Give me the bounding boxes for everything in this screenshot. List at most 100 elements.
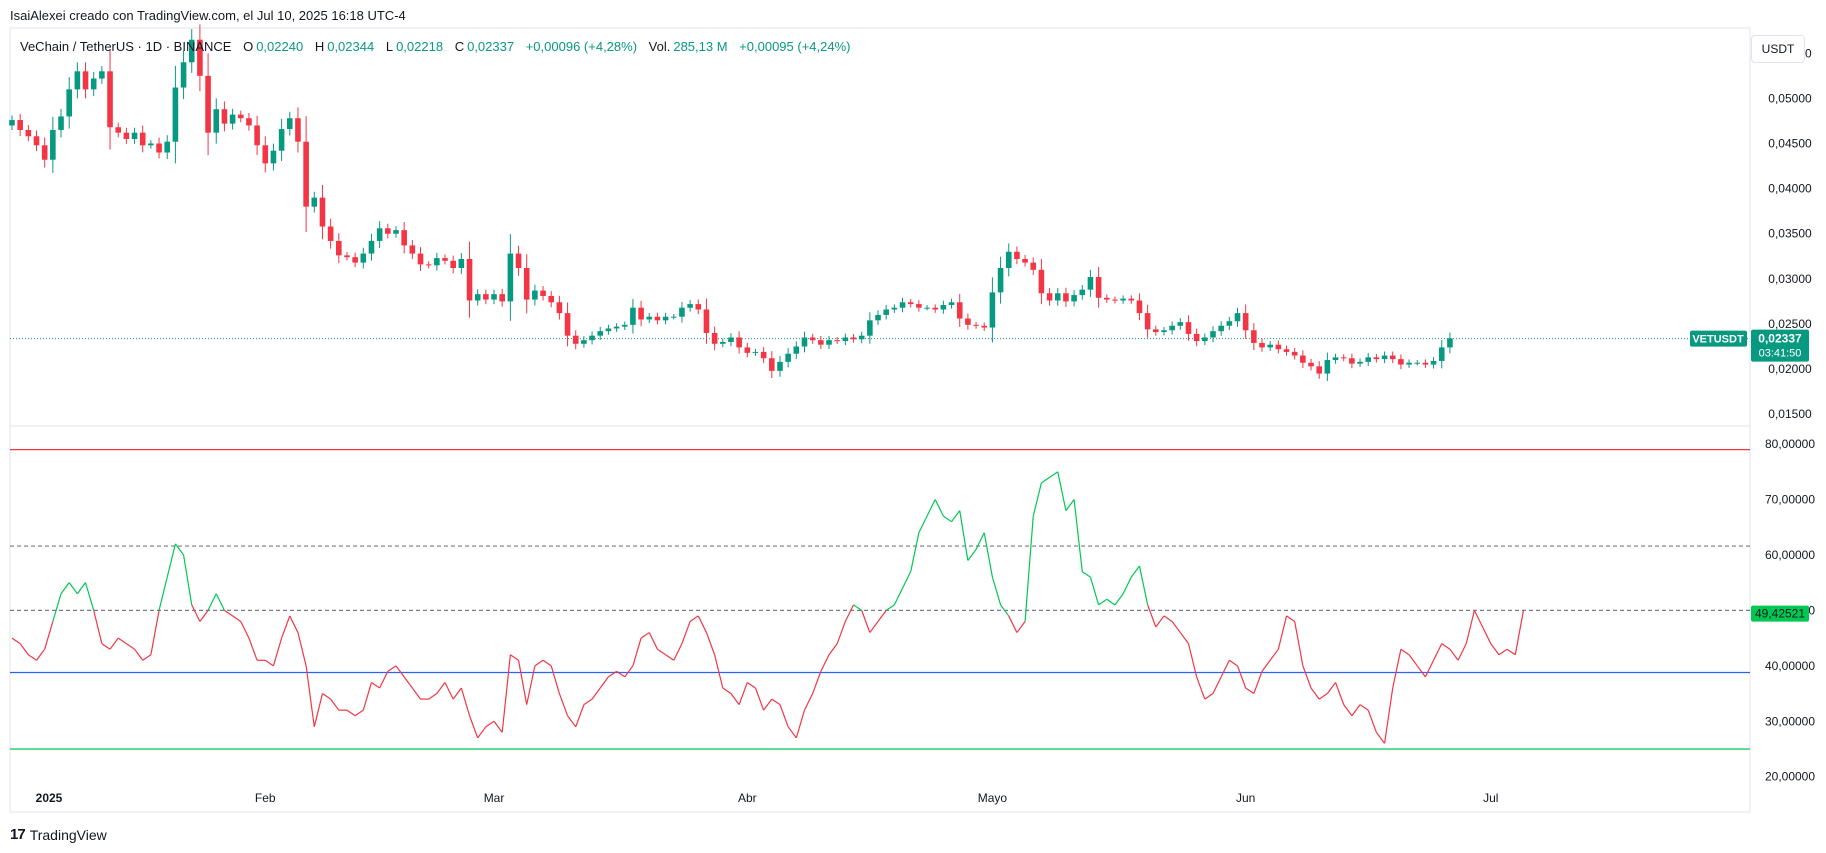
candle-body xyxy=(409,245,416,254)
rsi-segment xyxy=(1498,648,1508,656)
rsi-segment xyxy=(207,593,217,611)
rsi-tick-label: 30,00000 xyxy=(1765,714,1815,728)
candle-body xyxy=(254,125,260,146)
candle-body xyxy=(638,307,644,320)
rsi-segment xyxy=(1286,615,1296,622)
candle-body xyxy=(270,150,277,164)
rsi-segment xyxy=(803,693,814,711)
rsi-segment xyxy=(517,660,528,705)
rsi-segment xyxy=(1130,565,1140,578)
rsi-segment xyxy=(477,726,487,739)
tradingview-brand[interactable]: 17 TradingView xyxy=(10,826,107,843)
candle-body xyxy=(1430,360,1437,365)
rsi-segment xyxy=(534,659,544,667)
rsi-segment xyxy=(1261,659,1271,672)
candle-body xyxy=(711,332,718,344)
time-tick-label: Jul xyxy=(1483,791,1498,805)
rsi-segment xyxy=(1016,621,1026,633)
rsi-segment xyxy=(918,515,928,534)
candle-body xyxy=(1046,293,1053,301)
symbol-title[interactable]: VeChain / TetherUS · 1D · BINANCE xyxy=(20,39,232,54)
rsi-segment xyxy=(967,549,977,561)
chart-frame xyxy=(9,27,1751,813)
candle-body xyxy=(956,302,963,319)
rsi-segment xyxy=(583,698,593,706)
rsi-segment xyxy=(1277,615,1288,650)
candle-body xyxy=(99,71,105,79)
symbol-badge xyxy=(1690,330,1747,347)
rsi-segment xyxy=(1204,693,1214,700)
time-tick-label: 2025 xyxy=(36,791,63,805)
symbol-badge-label: VETUSDT xyxy=(1692,334,1744,346)
candle-body xyxy=(401,230,407,246)
tradingview-logo-icon: 17 xyxy=(10,826,26,843)
rsi-segment xyxy=(1032,482,1043,517)
candle-body xyxy=(458,258,465,269)
rsi-segment xyxy=(1383,687,1394,744)
rsi-segment xyxy=(354,709,364,717)
candle-body xyxy=(728,337,734,342)
rsi-segment xyxy=(689,615,699,622)
candle-body xyxy=(50,129,56,160)
rsi-segment xyxy=(1114,593,1124,606)
rsi-segment xyxy=(550,665,560,694)
rsi-segment xyxy=(599,676,609,689)
candle-body xyxy=(1014,251,1020,259)
candle-body xyxy=(867,320,873,336)
candle-body xyxy=(491,294,497,300)
candle-body xyxy=(613,326,620,329)
candle-body xyxy=(924,307,930,309)
candle-body xyxy=(246,118,252,126)
candle-body xyxy=(188,39,195,63)
rsi-segment xyxy=(648,632,658,650)
rsi-segment xyxy=(1482,626,1492,644)
candle-body xyxy=(1218,325,1224,332)
candle-body xyxy=(1087,277,1094,290)
rsi-segment xyxy=(1008,615,1018,633)
rsi-segment xyxy=(1065,499,1075,511)
currency-button[interactable]: USDT xyxy=(1751,35,1805,63)
rsi-segment xyxy=(1187,643,1198,678)
rsi-pane xyxy=(10,449,1750,750)
candle-body xyxy=(131,132,138,139)
candle-body xyxy=(1308,362,1314,367)
rsi-segment xyxy=(1236,665,1247,689)
price-tick-label: 0,04000 xyxy=(1768,182,1812,196)
candle-body xyxy=(630,307,636,325)
price-tick-label: 0,02000 xyxy=(1768,362,1812,376)
rsi-segment xyxy=(861,610,871,633)
rsi-segment xyxy=(1424,660,1435,678)
candle-body xyxy=(1193,333,1200,342)
candle-body xyxy=(393,230,399,234)
candle-body xyxy=(466,258,473,301)
price-tick-label: 0,02500 xyxy=(1768,317,1812,331)
rsi-segment xyxy=(1147,604,1157,628)
rsi-segment xyxy=(101,643,111,650)
candle-body xyxy=(1185,322,1192,334)
candle-body xyxy=(695,304,702,310)
candle-body xyxy=(646,316,653,320)
rsi-segment xyxy=(828,643,838,656)
candle-body xyxy=(229,114,236,124)
rsi-segment xyxy=(44,621,54,650)
candle-body xyxy=(385,228,391,234)
rsi-segment xyxy=(166,543,176,578)
rsi-series xyxy=(11,471,1525,744)
candle-body xyxy=(237,114,244,119)
rsi-segment xyxy=(1408,654,1418,667)
time-tick-label: Abr xyxy=(738,791,757,805)
price-tick-label: 0,03000 xyxy=(1768,272,1812,286)
candle-body xyxy=(523,268,530,300)
rsi-tick-label: 60,00000 xyxy=(1765,548,1815,562)
rsi-segment xyxy=(1449,648,1459,661)
rsi-segment xyxy=(468,715,479,739)
candle-body xyxy=(33,136,40,146)
candle-body xyxy=(336,240,342,256)
rsi-segment xyxy=(387,665,397,672)
rsi-segment xyxy=(681,621,691,644)
rsi-segment xyxy=(787,726,797,739)
candle-body xyxy=(760,351,767,359)
rsi-segment xyxy=(297,632,307,666)
candle-body xyxy=(1169,325,1175,331)
